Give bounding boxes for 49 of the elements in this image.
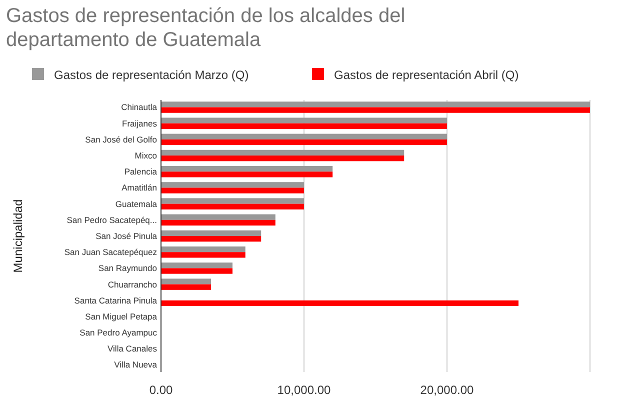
y-tick-label: Amatitlán <box>122 182 158 193</box>
y-tick-label: San Raymundo <box>98 263 158 274</box>
legend-label: Gastos de representación Marzo (Q) <box>54 68 249 82</box>
bar <box>161 134 447 140</box>
bar <box>161 150 404 156</box>
y-tick-label: San José Pinula <box>96 230 158 241</box>
bar <box>161 139 447 146</box>
y-tick-label: Palencia <box>124 166 158 177</box>
bar <box>161 214 276 220</box>
bar <box>161 268 232 274</box>
bar <box>161 236 262 242</box>
y-tick-label: Guatemala <box>115 198 158 209</box>
y-tick-label: Fraijanes <box>122 118 157 128</box>
x-tick-label: 20,000.00 <box>420 383 474 397</box>
bar <box>161 123 447 129</box>
y-tick-label: San José del Golfo <box>85 134 158 144</box>
bar <box>161 198 304 204</box>
y-tick-label: San Juan Sacatepéquez <box>64 247 157 258</box>
bar <box>161 262 232 268</box>
bar <box>161 220 276 226</box>
bar <box>161 107 590 113</box>
y-tick-label: Santa Catarina Pinula <box>74 295 158 306</box>
y-tick-label: San Pedro Sacatepéq... <box>66 214 157 225</box>
x-tick-label: 10,000.00 <box>277 383 332 397</box>
bar <box>161 278 212 284</box>
y-tick-label: San Pedro Ayampuc <box>80 328 158 338</box>
chart-title: Gastos de representación de los alcaldes del departamento de Guatemala <box>6 5 406 51</box>
legend-label: Gastos de representación Abril (Q) <box>334 68 519 82</box>
bar <box>161 188 304 194</box>
bar <box>161 204 304 210</box>
bar <box>161 172 333 178</box>
bar <box>161 246 246 252</box>
bar <box>161 284 212 290</box>
bar <box>161 230 262 236</box>
bar <box>161 118 447 124</box>
bar <box>161 166 333 172</box>
y-tick-label: Mixco <box>134 150 158 160</box>
y-tick-label: Villa Canales <box>108 344 157 354</box>
y-tick-label: Chinautla <box>121 102 158 112</box>
y-axis-title: Municipalidad <box>11 199 25 273</box>
y-tick-label: San Miguel Petapa <box>85 311 158 322</box>
bar <box>161 182 304 188</box>
bar <box>161 156 404 162</box>
bar <box>161 300 518 306</box>
x-tick-label: 0.00 <box>149 383 173 397</box>
bar <box>161 102 590 108</box>
y-tick-label: Villa Nueva <box>114 360 158 370</box>
bar <box>161 252 246 258</box>
y-tick-label: Chuarrancho <box>108 279 158 290</box>
